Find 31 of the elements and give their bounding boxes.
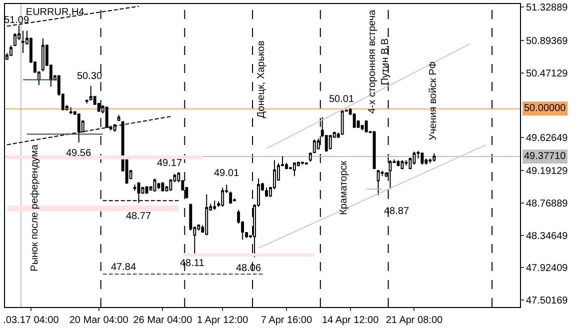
y-tick-label: 50.47129	[526, 68, 568, 80]
annotation: 49.56	[66, 148, 92, 159]
y-tick-label: 49.62649	[526, 132, 568, 144]
x-tick-label: 7 Apr 16:00	[260, 315, 312, 326]
y-tick-label: 51.32889	[526, 2, 568, 14]
x-tick-label: 26 Mar 04:00	[133, 315, 193, 326]
annotation: Донецк, Харьков	[256, 40, 267, 118]
annotation: Учения войск РФ	[428, 60, 439, 140]
y-tick-label: 47.50169	[526, 295, 568, 306]
ref-line-label: 49.37710	[524, 151, 566, 162]
y-tick-label: 48.76889	[526, 198, 568, 210]
annotation: 50.01	[329, 94, 354, 105]
annotation: 48.77	[126, 211, 152, 222]
y-tick-label: 47.92409	[526, 263, 568, 274]
ref-line-label: 50.00000	[524, 103, 566, 114]
annotation: 4-х сторонняя встреча Путин В.В	[366, 9, 391, 114]
annotation: 51.09	[4, 15, 30, 26]
annotation: 49.17	[157, 158, 182, 169]
y-tick-label: 50.89369	[526, 36, 568, 47]
x-tick-label: 21 Apr 08:00	[386, 315, 444, 326]
annotation: 47.84	[111, 262, 136, 273]
x-tick-label: .03.17 04:00	[3, 315, 60, 326]
annotation: 50.30	[77, 71, 102, 82]
annotation: 49.01	[214, 168, 240, 179]
annotation: Рынок после референдума	[29, 144, 40, 272]
x-tick-label: 20 Mar 04:00	[69, 315, 129, 326]
x-tick-label: 1 Apr 12:00	[197, 315, 249, 326]
y-tick-label: 48.34649	[526, 230, 568, 242]
x-tick-label: 14 Apr 12:00	[322, 315, 380, 326]
annotation: Краматорск	[338, 160, 350, 215]
y-tick-label: 49.19129	[526, 166, 568, 178]
